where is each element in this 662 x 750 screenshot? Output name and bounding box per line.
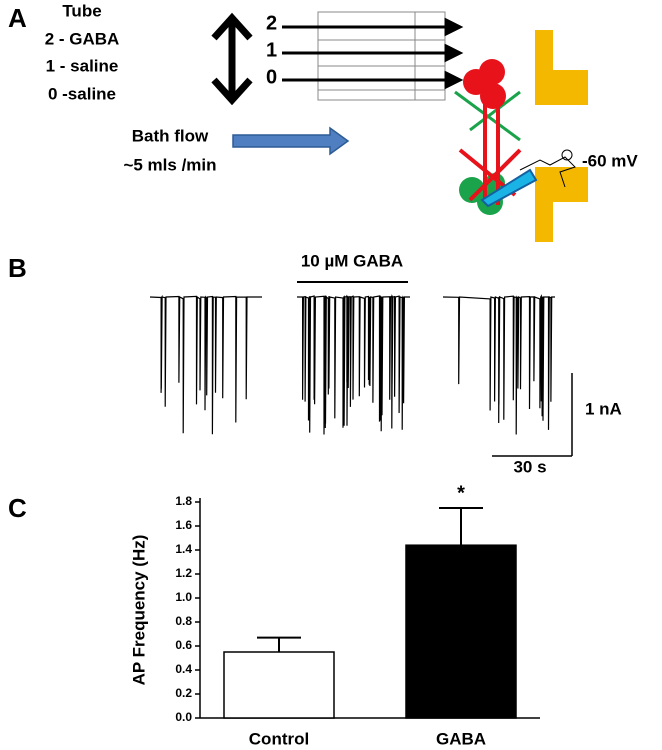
error-bar [439,507,483,546]
y-tick-label: 1.4 [175,542,192,556]
tube-number: 1 [266,39,277,61]
scale-bar [492,373,573,457]
trace [442,294,555,435]
y-axis-label: AP Frequency (Hz) [129,535,148,686]
tube-line: 1 - saline [46,56,119,75]
panel-label: C [8,493,27,523]
y-tick-label: 0.2 [175,686,192,700]
scale-label: 1 nA [585,399,622,418]
x-tick-label: GABA [436,729,486,748]
error-bar [257,636,301,652]
neuron-slice [454,30,588,242]
drug-label: 10 µM GABA [301,251,403,270]
holding-potential: -60 mV [582,151,638,170]
panel-label: B [8,253,27,283]
trace [149,294,262,435]
tube-line: 2 - GABA [45,29,120,48]
bath-flow: ~5 mls /min [123,155,216,174]
significance: * [457,482,465,504]
tube-line: 0 -saline [48,84,116,103]
double-arrow [211,12,253,106]
bar [223,651,335,719]
tube-arrows [282,17,464,90]
y-tick-label: 0.0 [175,710,192,724]
y-tick-label: 1.2 [175,566,192,580]
bar-chart: 0.0 0.2 0.4 0.6 0.8 1.0 1.2 1.4 1.6 1.8 AP Frequen… [129,482,540,748]
tube-number: 0 [266,66,277,88]
trace [297,294,410,435]
bath-flow: Bath flow [132,126,209,145]
y-tick-label: 1.0 [175,590,192,604]
flow-arrow [232,126,350,156]
bar [405,544,517,719]
y-tick-label: 0.8 [175,614,192,628]
y-tick-label: 0.4 [175,662,192,676]
current-traces [149,294,555,435]
x-tick-label: Control [249,729,309,748]
panel-label: A [8,3,27,33]
tube-number: 2 [266,12,277,34]
y-tick-label: 1.8 [175,494,192,508]
y-tick-label: 0.6 [175,638,192,652]
tube-title: Tube [62,1,101,20]
tube-grid [317,11,446,101]
scale-label: 30 s [513,457,546,476]
y-tick-label: 1.6 [175,518,192,532]
